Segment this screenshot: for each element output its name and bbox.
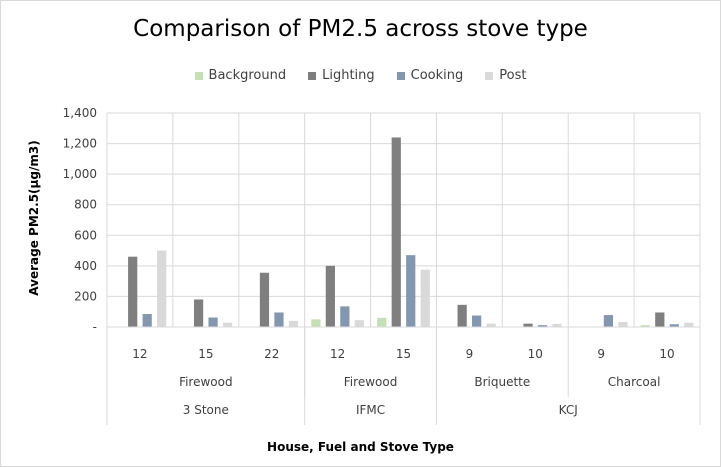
bar-lighting-2: [259, 272, 270, 327]
bar-cooking-0: [142, 314, 152, 327]
bar-post-3: [354, 320, 364, 327]
x-tick-label-fuel: Briquette: [474, 375, 530, 389]
legend-label-background: Background: [208, 68, 287, 83]
x-tick-label-fuel: Firewood: [179, 375, 233, 389]
y-tick-label: 1,400: [63, 106, 97, 120]
bar-post-4: [420, 269, 430, 327]
bar-post-5: [486, 323, 496, 327]
chart-legend: Background Lighting Cooking Post: [0, 68, 721, 83]
bar-cooking-2: [274, 312, 284, 327]
y-tick-label: 1,200: [63, 137, 97, 151]
bar-lighting-8: [655, 312, 665, 327]
bar-post-1: [222, 322, 233, 327]
x-axis-label: House, Fuel and Stove Type: [267, 440, 454, 454]
legend-swatch-cooking: [396, 71, 405, 80]
bar-cooking-5: [472, 315, 482, 327]
bar-post-8: [684, 322, 694, 327]
x-tick-label-stove: KCJ: [559, 403, 578, 417]
x-tick-label-house: 12: [330, 347, 345, 361]
x-tick-label-fuel: Firewood: [344, 375, 398, 389]
x-tick-label-stove: IFMC: [356, 403, 385, 417]
bar-lighting-4: [391, 137, 401, 327]
x-tick-label-fuel: Charcoal: [608, 375, 661, 389]
bar-background-4: [377, 317, 387, 327]
y-tick-label: -: [93, 320, 97, 334]
x-tick-label-house: 10: [528, 347, 543, 361]
legend-swatch-post: [485, 71, 494, 80]
x-tick-label-house: 10: [659, 347, 674, 361]
legend-label-cooking: Cooking: [410, 68, 464, 83]
bar-post-0: [157, 250, 167, 327]
legend-item-post: Post: [485, 68, 526, 83]
y-tick-label: 200: [74, 289, 97, 303]
legend-label-post: Post: [499, 68, 527, 83]
bar-lighting-6: [523, 323, 533, 327]
x-tick-label-house: 12: [132, 347, 147, 361]
bar-cooking-1: [208, 317, 218, 327]
y-tick-label: 800: [74, 198, 97, 212]
x-tick-label-house: 15: [396, 347, 411, 361]
bar-cooking-8: [669, 324, 679, 327]
y-tick-label: 1,000: [63, 167, 97, 181]
y-tick-label: 400: [74, 259, 97, 273]
bar-lighting-5: [457, 304, 467, 327]
x-tick-label-house: 9: [466, 347, 474, 361]
bar-background-8: [640, 325, 650, 327]
bar-lighting-0: [128, 256, 138, 327]
bar-lighting-1: [193, 299, 204, 327]
bar-cooking-4: [406, 255, 416, 327]
legend-item-lighting: Lighting: [308, 68, 375, 83]
x-tick-label-stove: 3 Stone: [183, 403, 229, 417]
bar-cooking-3: [340, 306, 350, 327]
chart-title: Comparison of PM2.5 across stove type: [133, 16, 588, 42]
bar-post-2: [288, 320, 299, 327]
bar-post-7: [618, 321, 628, 327]
x-tick-label-house: 22: [264, 347, 279, 361]
bar-post-6: [552, 323, 562, 327]
bar-cooking-6: [537, 325, 548, 327]
legend-item-cooking: Cooking: [396, 68, 464, 83]
x-tick-label-house: 15: [198, 347, 213, 361]
legend-item-background: Background: [194, 68, 287, 83]
legend-swatch-background: [194, 71, 203, 80]
bar-background-3: [311, 319, 321, 327]
legend-swatch-lighting: [308, 71, 317, 80]
bar-cooking-7: [603, 315, 614, 327]
legend-label-lighting: Lighting: [322, 68, 375, 83]
y-tick-label: 600: [74, 228, 97, 242]
bar-lighting-3: [325, 265, 335, 327]
x-tick-label-house: 9: [597, 347, 605, 361]
